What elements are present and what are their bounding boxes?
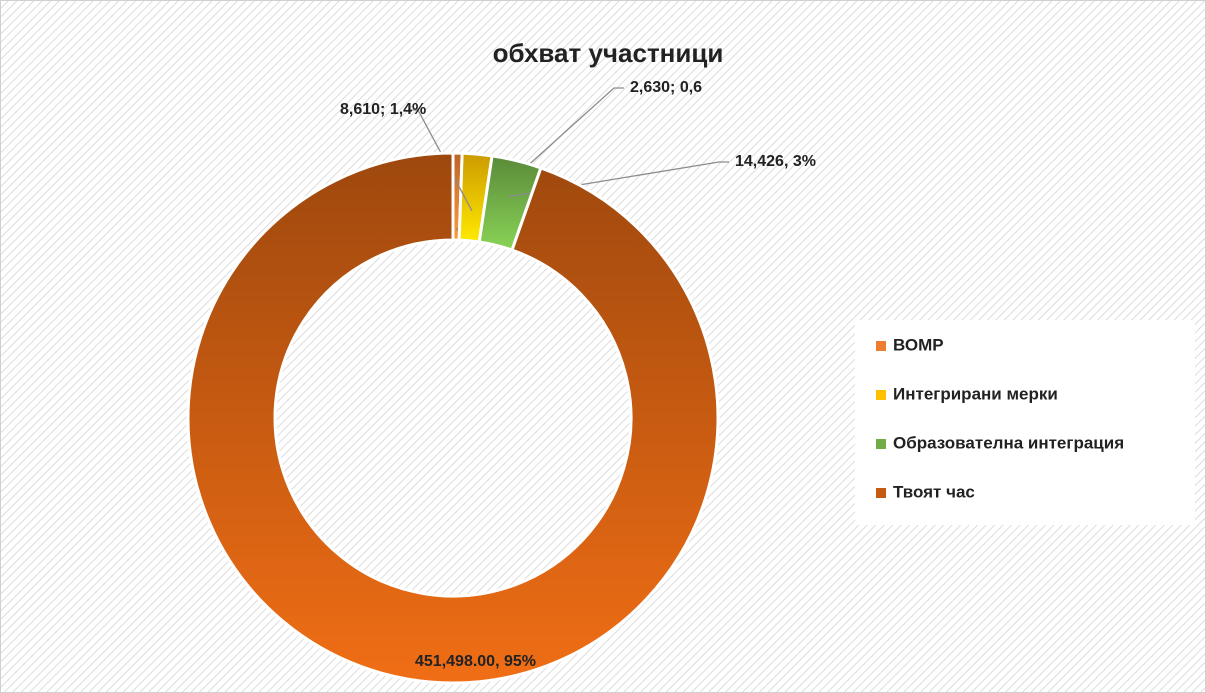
chart-title: обхват участници <box>493 38 724 68</box>
legend-swatch <box>876 439 886 449</box>
legend-label: Образователна интеграция <box>893 433 1124 452</box>
legend-swatch <box>876 341 886 351</box>
legend-label: Твоят час <box>893 482 975 501</box>
data-label: 8,610; 1,4% <box>340 101 426 118</box>
data-label: 2,630; 0,6 <box>630 79 702 96</box>
data-label: 451,498.00, 95% <box>415 653 536 670</box>
legend-label: ВОМР <box>893 335 944 354</box>
legend-swatch <box>876 390 886 400</box>
legend-box <box>855 320 1195 525</box>
donut-slice <box>186 151 720 685</box>
legend-label: Интегрирани мерки <box>893 384 1058 403</box>
legend-swatch <box>876 488 886 498</box>
data-label: 14,426, 3% <box>735 153 816 170</box>
